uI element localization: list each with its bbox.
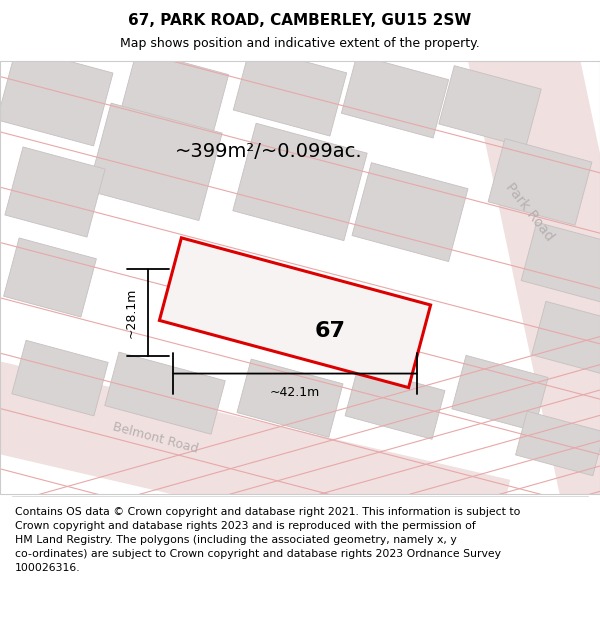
Polygon shape: [466, 29, 600, 526]
Polygon shape: [0, 47, 113, 146]
Polygon shape: [532, 301, 600, 374]
Polygon shape: [233, 123, 367, 241]
Polygon shape: [233, 47, 347, 136]
Polygon shape: [4, 238, 97, 317]
Polygon shape: [345, 368, 445, 439]
Text: ~399m²/~0.099ac.: ~399m²/~0.099ac.: [175, 142, 362, 161]
Polygon shape: [439, 66, 541, 148]
Text: Belmont Road: Belmont Road: [111, 421, 199, 456]
Text: ~28.1m: ~28.1m: [125, 288, 138, 338]
Polygon shape: [105, 352, 225, 434]
Polygon shape: [12, 340, 108, 416]
Polygon shape: [160, 238, 431, 388]
Text: 67: 67: [314, 321, 346, 341]
Text: 67, PARK ROAD, CAMBERLEY, GU15 2SW: 67, PARK ROAD, CAMBERLEY, GU15 2SW: [128, 14, 472, 29]
Polygon shape: [0, 359, 510, 568]
Polygon shape: [452, 356, 548, 431]
Text: Map shows position and indicative extent of the property.: Map shows position and indicative extent…: [120, 38, 480, 50]
Polygon shape: [5, 147, 105, 237]
Polygon shape: [488, 139, 592, 225]
Polygon shape: [521, 222, 600, 302]
Polygon shape: [237, 359, 343, 438]
Polygon shape: [515, 411, 600, 476]
Polygon shape: [352, 162, 468, 262]
Polygon shape: [121, 50, 229, 133]
Bar: [0, 61, 600, 494]
Polygon shape: [88, 103, 222, 221]
Polygon shape: [341, 55, 449, 138]
Text: Contains OS data © Crown copyright and database right 2021. This information is : Contains OS data © Crown copyright and d…: [15, 507, 520, 573]
Text: ~42.1m: ~42.1m: [270, 386, 320, 399]
Text: Park Road: Park Road: [503, 181, 557, 244]
